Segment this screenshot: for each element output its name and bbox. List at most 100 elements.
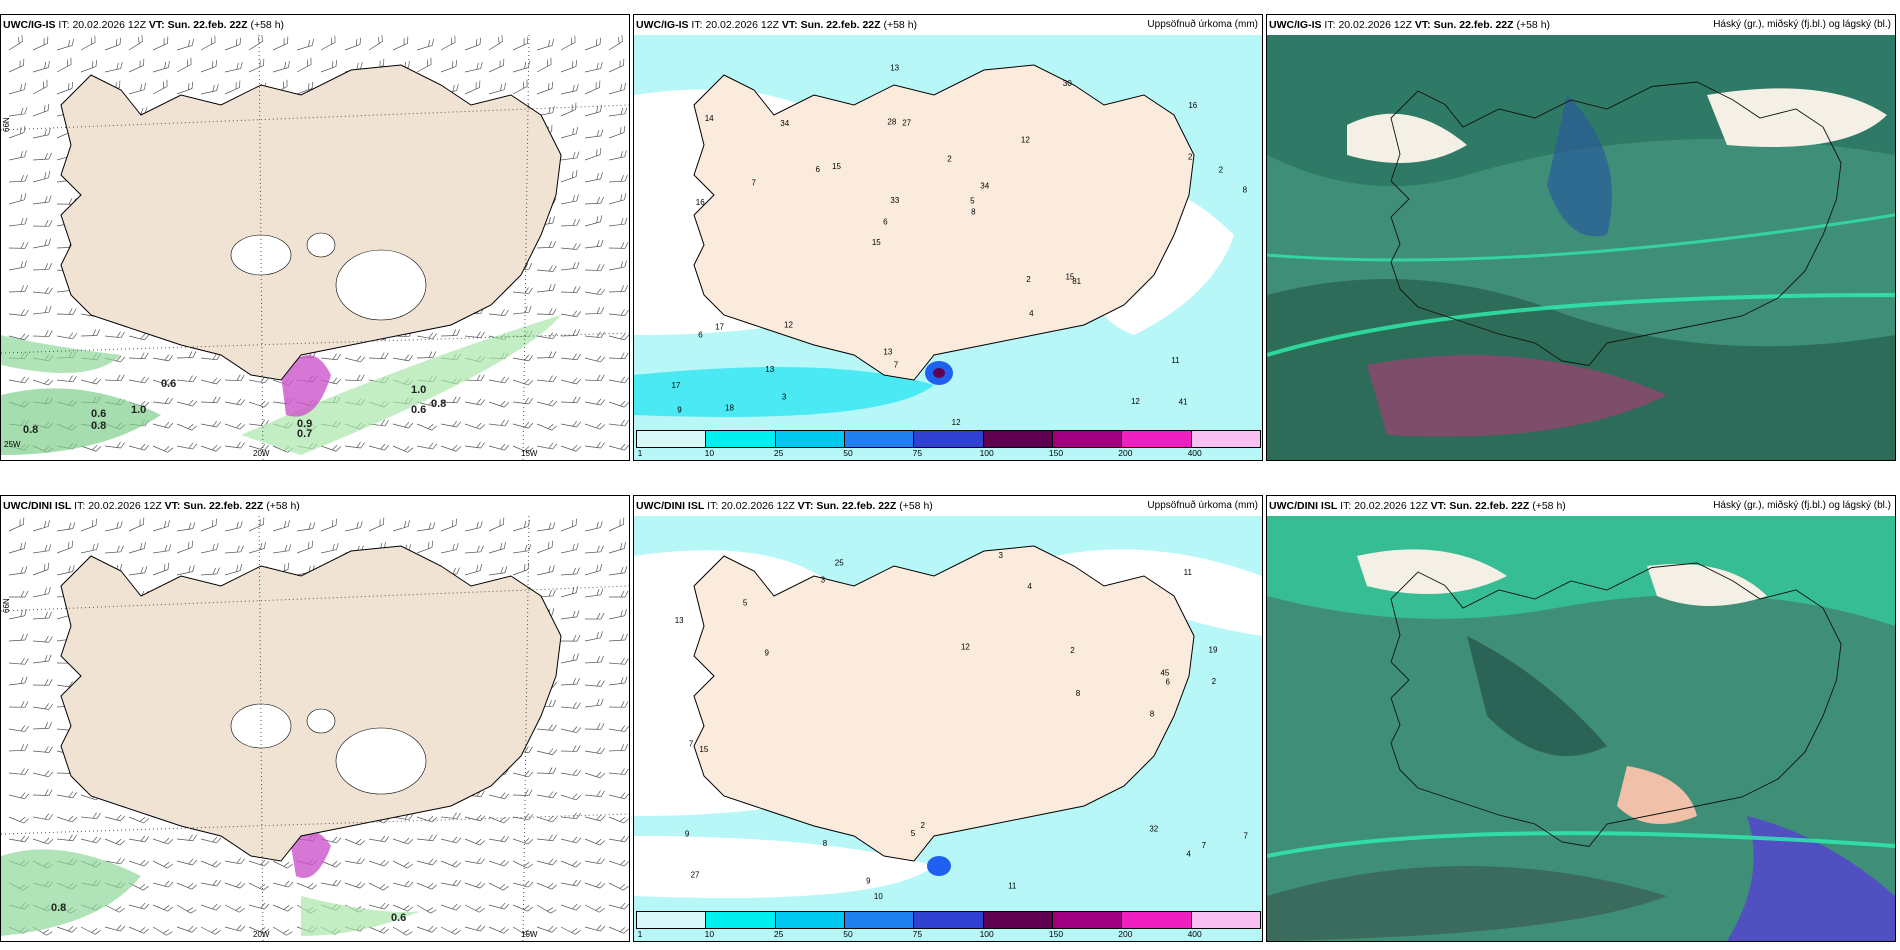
wind-barb <box>296 540 314 554</box>
wind-barb <box>32 103 50 117</box>
wind-barb <box>152 837 174 845</box>
panel-header: UWC/DINI ISL IT: 20.02.2026 12Z VT: Sun.… <box>1267 496 1895 516</box>
wind-barb <box>536 834 557 842</box>
wind-barb <box>128 566 148 576</box>
wind-barb <box>560 261 580 271</box>
svg-text:66N: 66N <box>2 598 11 613</box>
wind-barb <box>512 397 533 405</box>
wind-barb <box>512 519 530 532</box>
wind-barb <box>488 58 505 73</box>
wind-barb <box>512 837 534 845</box>
wind-barb <box>584 196 604 205</box>
wind-barb <box>512 36 529 51</box>
colorbar-box <box>913 430 984 448</box>
gust-area <box>301 896 421 936</box>
precip-value: 7 <box>1244 831 1249 840</box>
colorbar-box <box>636 911 707 929</box>
wind-barb <box>32 287 53 294</box>
svg-text:66N: 66N <box>2 117 11 132</box>
wind-barb <box>368 443 390 451</box>
wind-barb <box>584 838 606 846</box>
wind-barb <box>176 442 198 450</box>
precip-value: 6 <box>1165 677 1170 686</box>
wind-barb <box>488 376 510 384</box>
precip-value: 6 <box>815 165 820 174</box>
wind-barb <box>440 35 456 51</box>
wind-barb <box>32 636 53 643</box>
precip-map[interactable]: 41 16 16 15 12 18 28 2 17 15 17 13 27 34 81 14 13 8 2 2 6 13 3… <box>634 35 1262 460</box>
wind-barb <box>608 658 629 665</box>
cloud-map[interactable] <box>1267 516 1895 941</box>
colorbar-box <box>636 430 707 448</box>
wind-barb <box>536 925 558 933</box>
wind-barb <box>32 654 52 664</box>
cloud-map[interactable] <box>1267 35 1895 460</box>
precip-value: 17 <box>671 381 680 390</box>
wind-barb <box>536 748 558 756</box>
wind-barb <box>224 398 246 406</box>
wind-barb <box>32 220 53 227</box>
wind-barb <box>80 444 102 452</box>
precip-map[interactable]: 32 19 7 12 27 25 45 8 11 9 2 13 8 10 9 5 4 3 2 6 7 15 11 8 9 5 3 4 2… <box>634 516 1262 941</box>
wind-barb <box>128 376 150 384</box>
panel-wind-top: UWC/IG-IS IT: 20.02.2026 12Z VT: Sun. 22… <box>0 14 630 461</box>
wind-barb <box>440 396 461 404</box>
wind-barb <box>176 882 198 890</box>
wind-barb <box>200 420 222 428</box>
wind-barb <box>536 767 557 774</box>
gust-label: 0.8 <box>23 424 38 436</box>
wind-barb <box>584 747 606 754</box>
wind-map[interactable]: 0.8 0.6 66N 20W 15W <box>1 516 629 941</box>
wind-barb <box>536 522 556 532</box>
precip-value: 8 <box>1150 710 1155 719</box>
wind-barb <box>200 396 221 404</box>
wind-barb <box>56 815 78 823</box>
wind-barb <box>512 770 534 778</box>
wind-barb <box>584 307 605 315</box>
precip-value: 8 <box>1076 689 1081 698</box>
wind-barb <box>8 725 30 732</box>
precip-value: 5 <box>743 598 748 607</box>
wind-barb <box>392 354 414 362</box>
wind-barb <box>224 62 243 73</box>
wind-barb <box>536 540 554 554</box>
precip-value: 27 <box>902 119 911 128</box>
wind-barb <box>584 331 605 339</box>
wind-barb <box>464 62 483 73</box>
wind-barb <box>176 351 197 359</box>
wind-barb <box>608 768 629 775</box>
wind-barb <box>560 860 582 868</box>
precip-value: 34 <box>780 119 789 128</box>
precip-value: 12 <box>1131 397 1140 406</box>
wind-barb <box>344 441 365 449</box>
wind-barb <box>104 441 125 449</box>
wind-barb <box>584 631 603 642</box>
wind-barb <box>32 587 51 598</box>
precip-value: 14 <box>705 114 714 123</box>
precip-value: 13 <box>890 63 899 72</box>
wind-barb <box>200 567 220 576</box>
wind-barb <box>32 171 51 183</box>
wind-barb <box>584 924 606 932</box>
wind-barb <box>464 857 486 865</box>
wind-barb <box>80 543 99 554</box>
wind-map[interactable]: 0.8 0.6 0.8 1.0 0.9 0.7 0.6 0.8 0.6 1.0 66N 20W 1… <box>1 35 629 460</box>
wind-barb <box>200 879 222 887</box>
wind-barb <box>56 332 78 340</box>
colorbar-tick: 50 <box>843 448 853 458</box>
wind-barb <box>224 441 245 449</box>
wind-barb <box>224 563 242 576</box>
wind-barb <box>56 375 77 383</box>
wind-barb <box>584 881 606 889</box>
colorbar-box <box>982 911 1053 929</box>
wind-barb <box>608 744 629 752</box>
wind-barb <box>512 926 533 936</box>
wind-barb <box>464 441 485 449</box>
wind-barb <box>80 926 101 935</box>
colorbar-tick: 75 <box>912 929 923 939</box>
wind-barb <box>488 443 510 451</box>
wind-barb <box>8 35 23 51</box>
gust-area <box>1 849 141 936</box>
precip-value: 12 <box>952 418 961 427</box>
wind-barb <box>440 879 462 887</box>
